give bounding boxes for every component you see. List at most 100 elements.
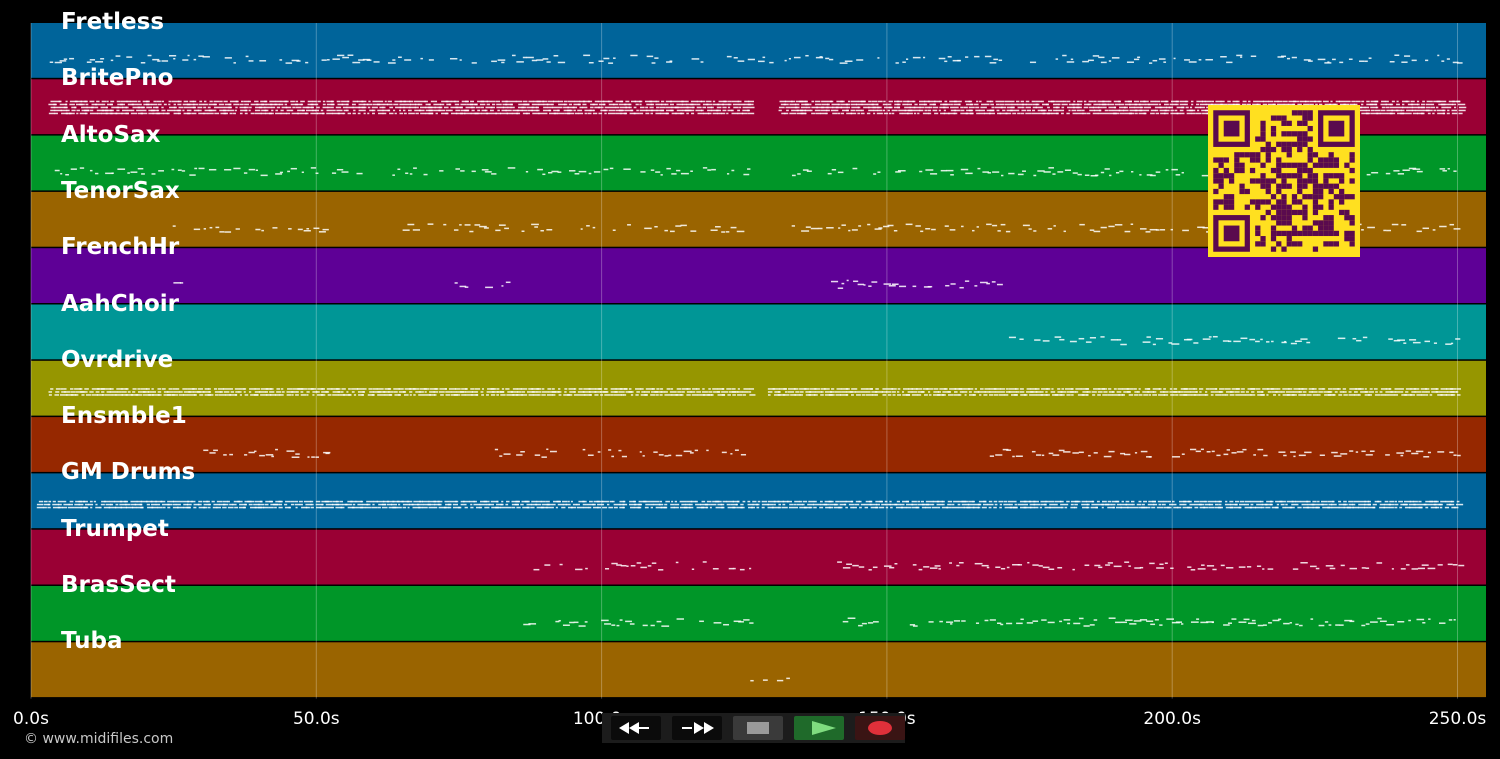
note-mark: [809, 391, 816, 393]
note-mark: [321, 391, 328, 393]
note-mark: [984, 619, 989, 622]
fast-forward-button[interactable]: [672, 716, 722, 740]
note-mark: [64, 103, 68, 106]
track-lane: [31, 586, 1486, 641]
note-mark: [208, 168, 217, 171]
note-mark: [486, 103, 490, 106]
note-mark: [130, 500, 138, 503]
note-mark: [840, 394, 848, 396]
note-mark: [434, 394, 437, 396]
note-mark: [1381, 109, 1386, 112]
note-mark: [1298, 454, 1306, 457]
note-mark: [362, 109, 366, 112]
note-mark: [984, 55, 992, 58]
note-mark: [575, 568, 583, 571]
note-mark: [867, 103, 874, 106]
note-mark: [224, 103, 232, 106]
play-button[interactable]: [794, 716, 844, 740]
note-mark: [1365, 112, 1371, 115]
note-mark: [1426, 100, 1433, 103]
note-mark: [377, 109, 384, 112]
qr-module: [1270, 131, 1277, 137]
note-mark: [877, 109, 883, 112]
stop-button[interactable]: [733, 716, 783, 740]
note-mark: [1425, 59, 1429, 62]
note-mark: [1318, 100, 1322, 103]
note-mark: [805, 394, 812, 396]
note-mark: [1328, 388, 1333, 390]
note-mark: [189, 174, 196, 176]
note-mark: [367, 112, 370, 115]
note-mark: [1170, 567, 1174, 570]
note-mark: [576, 503, 580, 506]
note-mark: [973, 503, 981, 506]
note-mark: [980, 106, 985, 109]
note-mark: [1405, 391, 1409, 393]
note-mark: [1155, 229, 1160, 231]
note-mark: [321, 59, 327, 61]
note-mark: [356, 506, 364, 509]
note-mark: [660, 391, 665, 393]
rewind-button[interactable]: [611, 716, 661, 740]
note-mark: [788, 58, 791, 60]
qr-module: [1276, 183, 1282, 189]
note-mark: [415, 112, 419, 115]
note-mark: [480, 106, 484, 109]
qr-module: [1255, 204, 1261, 210]
note-mark: [611, 624, 616, 626]
note-mark: [1407, 103, 1414, 106]
note-mark: [912, 56, 921, 59]
note-mark: [1042, 340, 1050, 342]
note-mark: [994, 503, 998, 506]
qr-module: [1328, 225, 1334, 231]
note-mark: [1109, 112, 1117, 115]
note-mark: [1451, 506, 1456, 509]
note-mark: [584, 109, 592, 112]
note-mark: [491, 112, 497, 115]
record-button[interactable]: [855, 716, 905, 740]
note-mark: [972, 500, 975, 503]
note-mark: [1303, 59, 1311, 61]
note-mark: [1282, 506, 1286, 509]
note-mark: [1276, 103, 1285, 106]
note-mark: [891, 112, 895, 115]
note-mark: [1093, 619, 1098, 621]
note-mark: [1152, 391, 1157, 393]
note-mark: [674, 106, 682, 109]
note-mark: [579, 106, 583, 109]
note-mark: [1067, 622, 1071, 625]
note-mark: [1422, 227, 1430, 230]
note-mark: [954, 100, 960, 103]
note-mark: [928, 100, 936, 103]
note-mark: [61, 112, 69, 115]
note-mark: [789, 103, 797, 106]
note-mark: [332, 500, 338, 503]
note-mark: [796, 112, 804, 115]
note-mark: [848, 503, 854, 506]
note-mark: [898, 109, 906, 112]
note-mark: [305, 112, 309, 115]
note-mark: [48, 394, 52, 396]
note-mark: [908, 109, 915, 112]
qr-module: [1291, 199, 1298, 205]
note-mark: [989, 455, 995, 457]
note-mark: [102, 103, 106, 106]
qr-module: [1323, 178, 1329, 184]
note-mark: [1435, 106, 1439, 109]
note-mark: [1404, 394, 1412, 396]
note-mark: [598, 388, 603, 390]
note-mark: [604, 394, 611, 396]
note-mark: [1116, 339, 1122, 341]
note-mark: [207, 506, 211, 509]
note-mark: [373, 500, 378, 503]
note-mark: [404, 388, 412, 390]
note-mark: [1255, 506, 1262, 509]
note-mark: [1366, 173, 1371, 176]
note-mark: [1072, 112, 1078, 115]
note-mark: [326, 103, 335, 106]
note-mark: [623, 168, 631, 170]
note-mark: [1147, 391, 1155, 393]
note-mark: [1223, 624, 1230, 626]
note-mark: [273, 503, 280, 506]
note-mark: [312, 100, 317, 103]
